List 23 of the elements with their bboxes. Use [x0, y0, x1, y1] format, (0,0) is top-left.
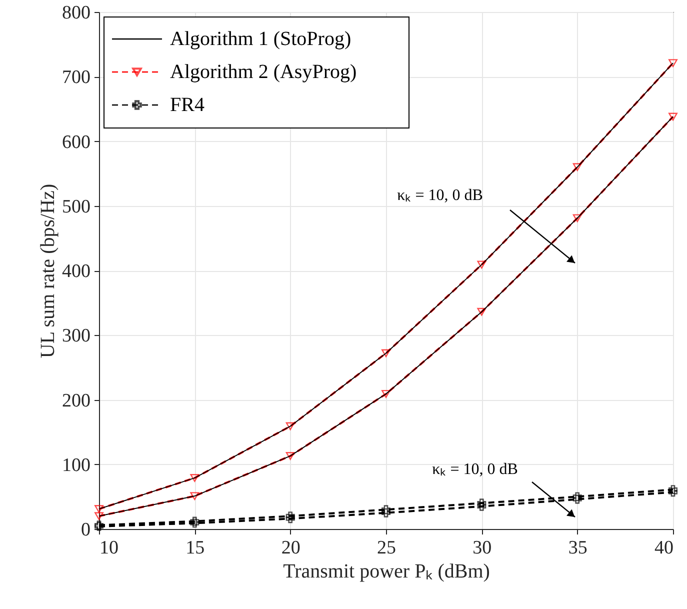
legend-label: Algorithm 2 (AsyProg) [170, 61, 357, 83]
x-tick-label: 40 [654, 538, 674, 558]
x-tick-label: 20 [281, 538, 300, 558]
x-tick-label: 35 [568, 538, 588, 558]
x-tick-label: 30 [472, 538, 492, 558]
x-axis-title: Transmit power Pₖ (dBm) [283, 560, 490, 582]
y-tick-label: 800 [62, 2, 90, 24]
legend-label: Algorithm 1 (StoProg) [170, 28, 352, 50]
y-tick-label: 400 [62, 261, 90, 282]
y-tick-label: 0 [81, 520, 90, 540]
y-axis-title: UL sum rate (bps/Hz) [37, 184, 59, 358]
x-tick-label: 25 [377, 538, 396, 558]
annotation: κₖ = 10, 0 dB [432, 461, 518, 478]
y-tick-label: 200 [62, 390, 90, 412]
legend-label: FR4 [170, 94, 204, 116]
y-tick-label: 300 [62, 326, 90, 347]
y-tick-label: 700 [62, 67, 90, 88]
y-tick-label: 500 [62, 196, 90, 218]
y-tick-label: 100 [62, 454, 90, 476]
x-tick-label: 10 [100, 538, 118, 558]
annotation: κₖ = 10, 0 dB [397, 187, 483, 204]
x-tick-label: 15 [186, 538, 205, 558]
y-tick-label: 600 [62, 132, 90, 153]
